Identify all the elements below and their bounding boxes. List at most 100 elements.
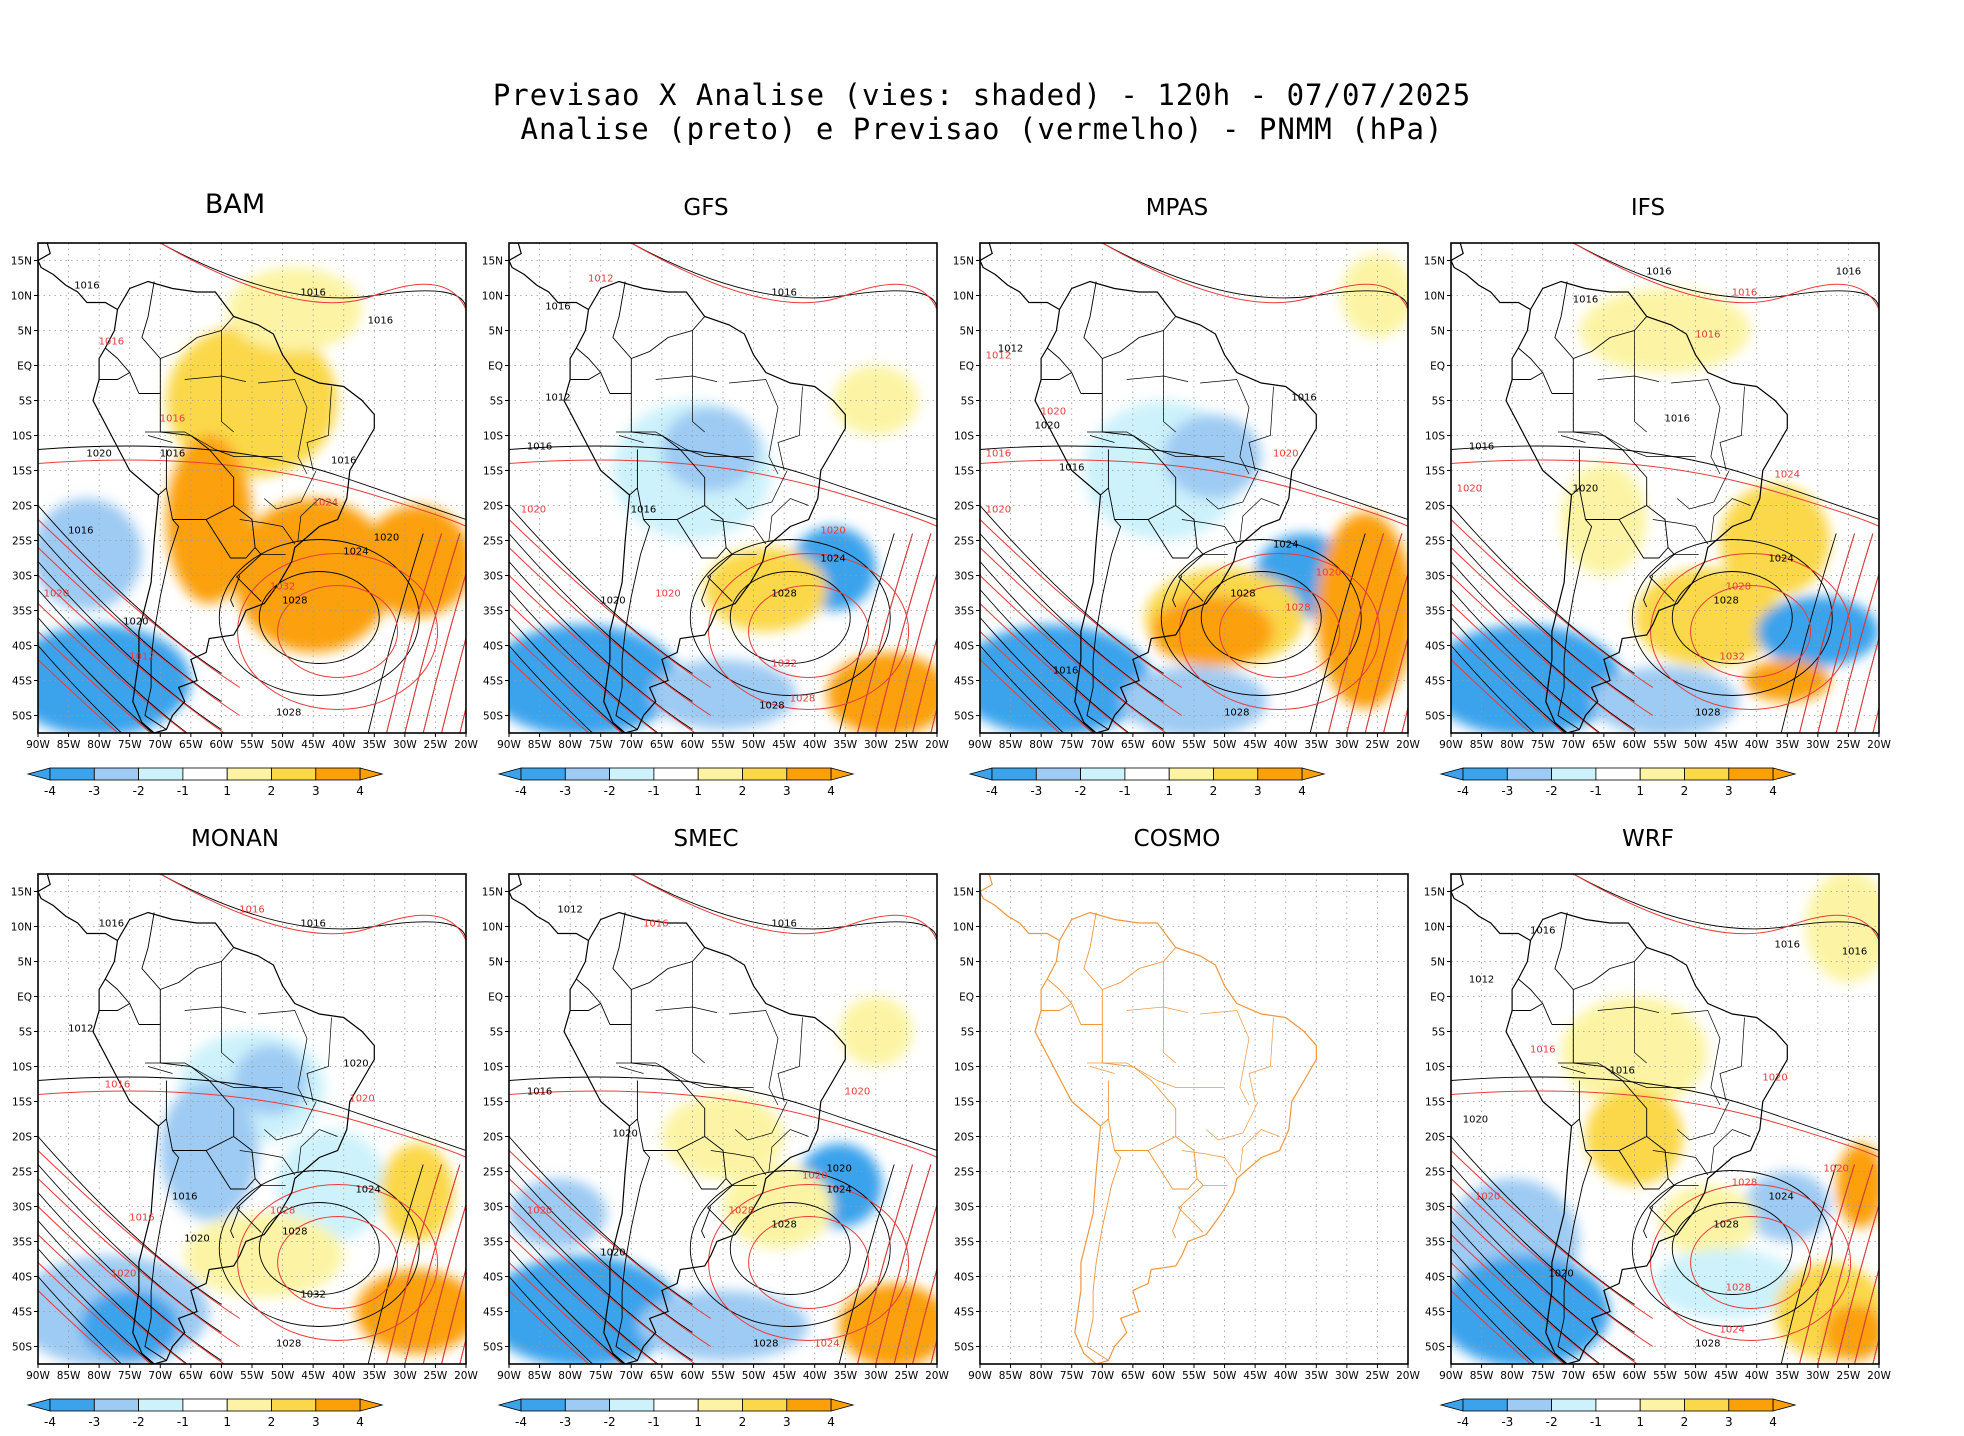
forecast-isobar-label: 1016	[1732, 288, 1757, 299]
lon-tick-label: 85W	[57, 739, 81, 751]
lon-tick-label: 65W	[1592, 1370, 1616, 1382]
forecast-isobar-1016	[1451, 459, 1879, 534]
panel-title: GFS	[683, 195, 729, 221]
lon-tick-label: 20W	[925, 739, 949, 751]
lon-tick-label: 65W	[179, 739, 203, 751]
lat-tick-label: 5S	[961, 396, 975, 408]
lon-tick-label: 25W	[895, 739, 919, 751]
forecast-isobar-high	[708, 1184, 910, 1341]
bias-blob	[839, 996, 913, 1067]
lat-tick-label: 30S	[483, 571, 503, 583]
country-border	[1083, 281, 1103, 359]
coastline-south-america	[1505, 911, 1788, 1364]
forecast-isobar-south	[980, 659, 1061, 733]
analysis-isobar-label: 1028	[282, 1227, 307, 1238]
analysis-isobar-north	[631, 874, 937, 941]
analysis-isobar-label: 1024	[343, 547, 368, 558]
country-border	[1041, 371, 1082, 394]
country-border	[1572, 947, 1648, 1025]
lon-tick-label: 55W	[711, 1370, 735, 1382]
lat-tick-label: 35S	[12, 606, 32, 618]
colorbar-arrow-left	[968, 767, 993, 781]
lon-tick-label: 75W	[118, 739, 142, 751]
coastline-cuba	[69, 835, 130, 857]
state-border	[1558, 1062, 1629, 1081]
analysis-isobar-south	[509, 1136, 693, 1305]
state-border	[710, 519, 767, 545]
panel-title: IFS	[1630, 195, 1666, 221]
colorbar-segment	[1462, 767, 1508, 781]
lon-tick-label: 55W	[240, 1370, 264, 1382]
colorbar-label: 4	[827, 1415, 835, 1429]
lat-tick-label: 25S	[12, 536, 32, 548]
lat-tick-label: 35S	[483, 606, 503, 618]
bias-blob	[38, 498, 142, 611]
state-border	[686, 1080, 754, 1088]
coastline-south-america	[1505, 280, 1788, 733]
lon-tick-label: 35W	[1304, 739, 1328, 751]
lat-tick-label: 5S	[1432, 396, 1446, 408]
analysis-isobar-label: 1016	[1842, 947, 1867, 958]
coastline-central-america	[1451, 874, 1531, 942]
lat-tick-label: 35S	[954, 1237, 974, 1249]
lon-tick-label: 35W	[1304, 1370, 1328, 1382]
country-border	[1083, 912, 1103, 990]
forecast-isobar-label: 1020	[802, 1171, 827, 1182]
analysis-isobar-label: 1016	[99, 919, 124, 930]
forecast-isobar-high	[237, 553, 439, 710]
lat-tick-label: 10S	[12, 431, 32, 443]
analysis-isobar-south	[509, 645, 594, 733]
forecast-isobar-high	[708, 553, 910, 710]
colorbar-arrow-left	[497, 1398, 522, 1412]
colorbar-segment	[315, 767, 361, 781]
forecast-isobar-south	[509, 603, 658, 733]
bias-blob	[1658, 1185, 1757, 1256]
analysis-isobar-south	[509, 617, 625, 733]
colorbar-label: -3	[1030, 784, 1042, 798]
bias-blob	[227, 267, 363, 352]
analysis-isobar-high	[258, 571, 380, 664]
analysis-isobar-east	[367, 1164, 424, 1364]
lat-tick-label: 40S	[954, 1272, 974, 1284]
colorbar-arrow-right	[359, 767, 384, 781]
forecast-isobar-label: 1024	[313, 498, 338, 509]
colorbar-label: -1	[648, 1415, 660, 1429]
forecast-isobar-label: 1016	[643, 919, 668, 930]
lon-tick-label: 60W	[210, 1370, 234, 1382]
lon-tick-label: 65W	[179, 1370, 203, 1382]
lon-tick-label: 35W	[833, 739, 857, 751]
colorbar-label: -3	[1501, 784, 1513, 798]
analysis-isobar-south	[38, 533, 222, 702]
lat-tick-label: 30S	[954, 571, 974, 583]
analysis-isobar-south	[1451, 1164, 1635, 1333]
state-border	[1200, 1010, 1250, 1106]
country-border	[570, 371, 611, 394]
analysis-isobar-label: 1028	[771, 589, 796, 600]
forecast-isobar-south	[1451, 1178, 1654, 1347]
analysis-isobar-label: 1020	[86, 449, 111, 460]
analysis-isobar-north	[1102, 243, 1408, 310]
forecast-isobar-east	[386, 1164, 443, 1364]
lon-tick-label: 75W	[1060, 1370, 1084, 1382]
lon-tick-label: 80W	[87, 739, 111, 751]
analysis-isobar-label: 1028	[759, 701, 784, 712]
colorbar-segment	[1506, 767, 1553, 781]
analysis-isobar-label: 1028	[753, 1339, 778, 1350]
forecast-isobar-south	[1451, 1290, 1532, 1364]
analysis-isobar-label: 1012	[68, 1024, 93, 1035]
lon-tick-label: 80W	[87, 1370, 111, 1382]
state-border	[1652, 1150, 1709, 1176]
panel-title: BAM	[204, 189, 266, 220]
lon-tick-label: 90W	[497, 739, 521, 751]
analysis-isobar-south	[509, 561, 693, 730]
forecast-isobar-south	[1451, 659, 1532, 733]
state-border	[1090, 1066, 1115, 1074]
lat-tick-label: 5S	[961, 1027, 975, 1039]
analysis-isobar-label: 1016	[527, 442, 552, 453]
state-border	[215, 1080, 283, 1088]
forecast-isobar-east	[404, 533, 461, 733]
colorbar-label: 3	[783, 1415, 791, 1429]
lon-tick-label: 85W	[528, 739, 552, 751]
forecast-isobar-label: 1020	[655, 589, 680, 600]
analysis-isobar-label: 1016	[172, 1192, 197, 1203]
